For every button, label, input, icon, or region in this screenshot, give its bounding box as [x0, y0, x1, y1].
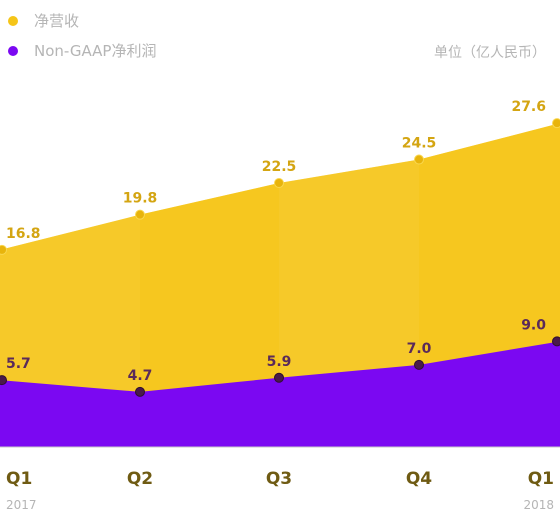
legend-revenue-dot — [8, 15, 18, 26]
x-year-label: 2017 — [6, 498, 37, 512]
revenue-value-label: 24.5 — [402, 136, 437, 152]
revenue-point — [552, 118, 560, 129]
x-tick-label: Q3 — [266, 469, 292, 489]
profit-point — [0, 375, 7, 386]
legend-revenue-label: 净营收 — [34, 12, 80, 30]
profit-value-label: 4.7 — [128, 368, 153, 384]
x-tick-label: Q2 — [127, 469, 153, 489]
profit-point — [135, 386, 145, 397]
profit-point — [552, 336, 560, 347]
profit-value-label: 5.9 — [267, 354, 292, 370]
x-tick-label: Q1 — [528, 469, 554, 489]
revenue-value-label: 16.8 — [6, 226, 41, 242]
revenue-value-label: 22.5 — [262, 159, 297, 175]
x-year-label: 2018 — [523, 498, 554, 512]
legend-item-profit: Non-GAAP净利润 — [8, 40, 156, 61]
profit-point — [414, 359, 424, 370]
profit-point — [274, 372, 284, 383]
revenue-area-band — [140, 183, 279, 447]
profit-value-label: 9.0 — [521, 317, 546, 333]
legend-item-revenue: 净营收 — [8, 10, 79, 31]
legend-profit-dot — [8, 45, 18, 56]
x-tick-label: Q4 — [406, 469, 432, 489]
profit-value-label: 7.0 — [407, 341, 432, 357]
unit-label: 单位（亿人民币） — [434, 45, 546, 61]
legend-profit-label: Non-GAAP净利润 — [34, 42, 157, 60]
revenue-value-label: 19.8 — [123, 191, 158, 207]
revenue-value-label: 27.6 — [511, 99, 546, 115]
revenue-point — [414, 154, 424, 165]
revenue-point — [274, 178, 284, 188]
x-tick-label: Q1 — [6, 469, 32, 489]
revenue-point — [0, 244, 7, 255]
revenue-point — [135, 209, 145, 220]
profit-value-label: 5.7 — [6, 356, 31, 372]
